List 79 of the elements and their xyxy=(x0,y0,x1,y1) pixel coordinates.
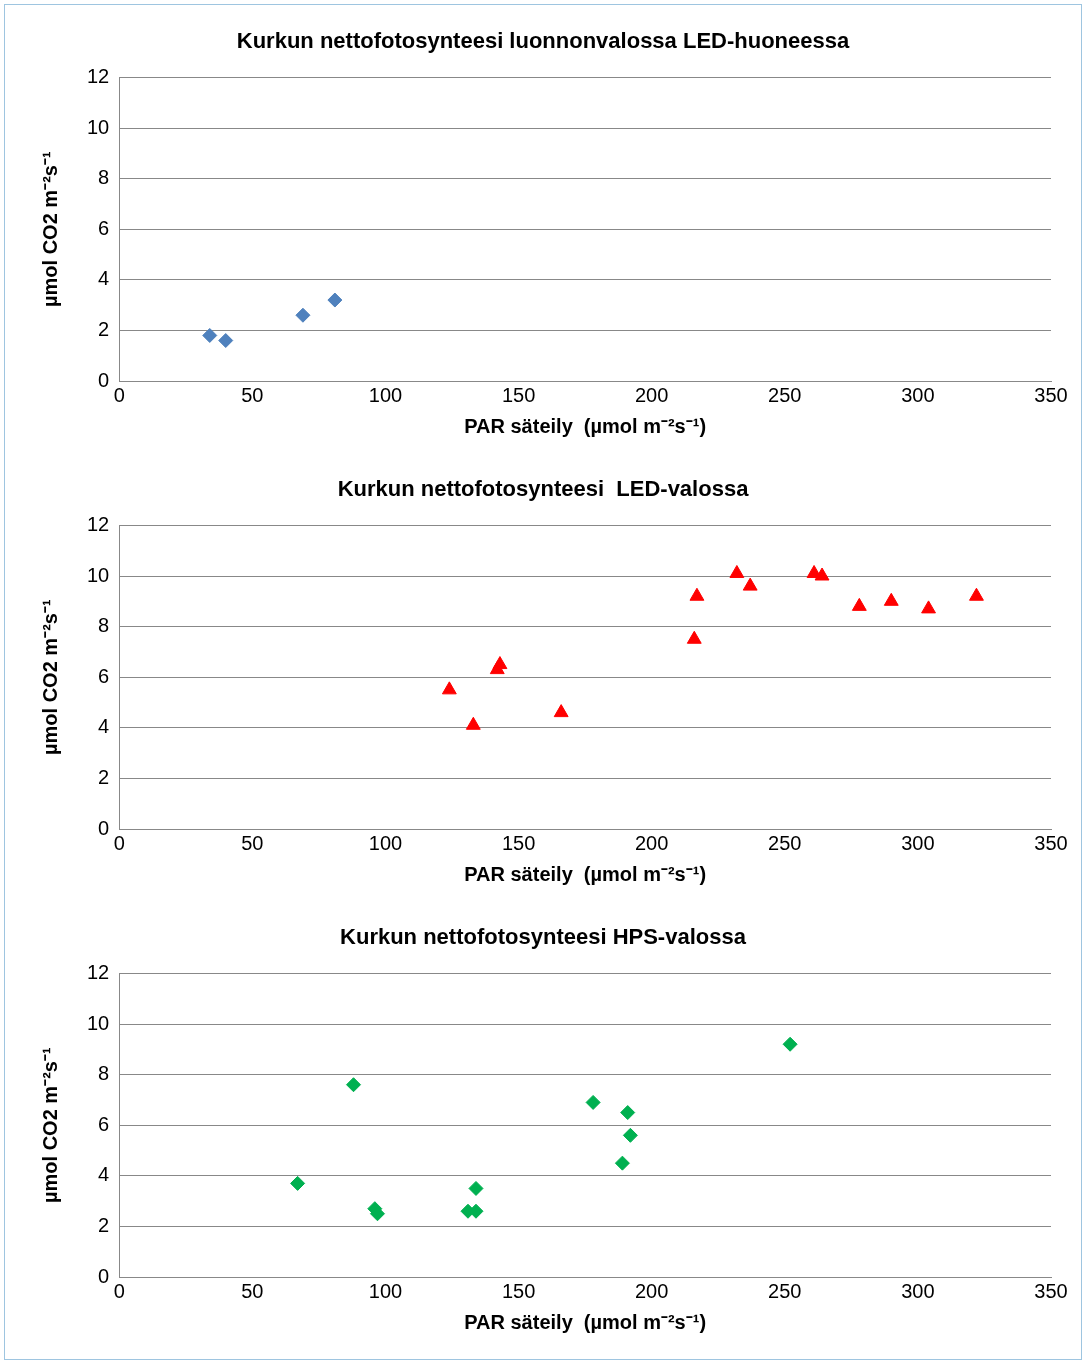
x-axis-title: PAR säteily (µmol m⁻²s⁻¹) xyxy=(464,414,707,437)
y-tick-label: 0 xyxy=(98,816,110,839)
point xyxy=(622,1127,638,1143)
point xyxy=(883,592,899,606)
y-tick-label: 0 xyxy=(98,368,110,391)
point xyxy=(686,630,702,644)
x-tick-label: 0 xyxy=(113,831,125,854)
x-tick-label: 250 xyxy=(768,831,802,854)
point xyxy=(290,1175,306,1191)
y-tick-label: 6 xyxy=(98,1112,110,1135)
chart-title: Kurkun nettofotosynteesi luonnonvalossa LED-huoneessa xyxy=(236,28,850,54)
y-tick-label: 4 xyxy=(98,267,110,290)
point xyxy=(969,587,984,601)
point xyxy=(620,1105,636,1121)
y-tick-label: 2 xyxy=(98,765,110,788)
y-axis-title: µmol CO2 m⁻²s⁻¹ xyxy=(38,1047,61,1203)
x-tick-label: 250 xyxy=(768,1279,802,1302)
y-tick-label: 4 xyxy=(98,1163,110,1186)
y-tick-label: 10 xyxy=(87,563,110,586)
x-axis-title: PAR säteily (µmol m⁻²s⁻¹) xyxy=(464,1310,707,1333)
y-axis-title: µmol CO2 m⁻²s⁻¹ xyxy=(38,151,61,307)
y-tick-label: 4 xyxy=(98,715,110,738)
point xyxy=(614,1155,630,1171)
y-tick-label: 6 xyxy=(98,216,110,239)
x-tick-label: 150 xyxy=(501,383,536,406)
point xyxy=(441,681,457,695)
x-tick-label: 50 xyxy=(241,1279,264,1302)
x-tick-label: 0 xyxy=(113,383,125,406)
x-tick-label: 50 xyxy=(241,831,264,854)
y-tick-label: 2 xyxy=(98,317,110,340)
point xyxy=(468,1180,484,1196)
x-tick-label: 350 xyxy=(1034,383,1068,406)
x-tick-label: 200 xyxy=(634,1279,669,1302)
y-tick-label: 12 xyxy=(87,512,110,535)
y-tick-label: 8 xyxy=(98,1062,110,1085)
point xyxy=(742,577,758,591)
point xyxy=(327,292,343,308)
point xyxy=(851,597,867,611)
x-tick-label: 50 xyxy=(241,383,264,406)
x-tick-label: 100 xyxy=(368,383,403,406)
y-tick-label: 10 xyxy=(87,1011,110,1034)
x-tick-label: 0 xyxy=(113,1279,125,1302)
point xyxy=(729,564,745,578)
x-tick-label: 100 xyxy=(368,1279,403,1302)
x-tick-label: 250 xyxy=(768,383,802,406)
chart-title: Kurkun nettofotosynteesi HPS-valossa xyxy=(340,924,747,950)
y-tick-label: 12 xyxy=(87,64,110,87)
y-axis-title: µmol CO2 m⁻²s⁻¹ xyxy=(38,599,61,755)
y-tick-label: 2 xyxy=(98,1213,110,1236)
chart-title: Kurkun nettofotosynteesi LED-valossa xyxy=(337,476,750,502)
x-tick-label: 150 xyxy=(501,831,536,854)
x-axis-title: PAR säteily (µmol m⁻²s⁻¹) xyxy=(464,862,707,885)
point xyxy=(295,307,311,323)
point xyxy=(553,704,569,718)
point xyxy=(346,1077,362,1093)
point xyxy=(689,587,705,601)
y-tick-label: 8 xyxy=(98,166,110,189)
x-tick-label: 350 xyxy=(1034,831,1068,854)
x-tick-label: 200 xyxy=(634,383,669,406)
point xyxy=(218,333,234,349)
y-tick-label: 0 xyxy=(98,1264,110,1287)
point xyxy=(585,1094,601,1110)
x-tick-label: 300 xyxy=(901,383,935,406)
y-tick-label: 8 xyxy=(98,614,110,637)
y-tick-label: 6 xyxy=(98,664,110,687)
point xyxy=(814,567,830,581)
point xyxy=(202,327,218,343)
point xyxy=(492,656,508,670)
y-tick-label: 10 xyxy=(87,115,110,138)
x-tick-label: 300 xyxy=(901,831,935,854)
point xyxy=(465,716,481,730)
x-tick-label: 100 xyxy=(368,831,403,854)
x-tick-label: 300 xyxy=(901,1279,935,1302)
x-tick-label: 150 xyxy=(501,1279,536,1302)
x-tick-label: 350 xyxy=(1034,1279,1068,1302)
point xyxy=(782,1036,798,1052)
point xyxy=(921,600,936,614)
x-tick-label: 200 xyxy=(634,831,669,854)
y-tick-label: 12 xyxy=(87,960,110,983)
